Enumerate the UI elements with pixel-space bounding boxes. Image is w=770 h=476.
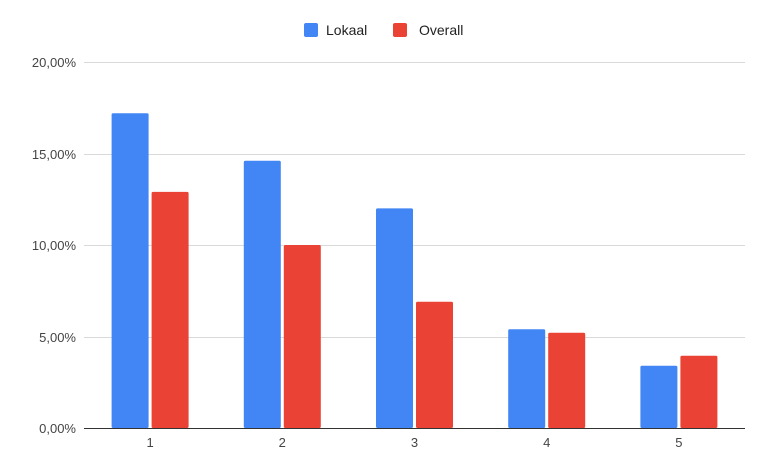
x-tick-label: 5 xyxy=(675,435,682,450)
bar-overall-1 xyxy=(151,191,189,428)
legend-label-lokaal: Lokaal xyxy=(326,22,367,38)
y-axis-ticks: 0,00% 5,00% 10,00% 15,00% 20,00% xyxy=(32,55,77,436)
bar-lokaal-4 xyxy=(508,329,546,428)
bar-overall-2 xyxy=(283,245,321,428)
bar-overall-5 xyxy=(680,355,718,428)
legend: Lokaal Overall xyxy=(304,22,463,38)
bar-lokaal-3 xyxy=(376,208,413,428)
bar-overall-3 xyxy=(416,301,453,428)
y-tick-label: 10,00% xyxy=(32,238,77,253)
bar-lokaal-5 xyxy=(640,365,678,428)
y-tick-label: 5,00% xyxy=(39,330,76,345)
y-tick-label: 15,00% xyxy=(32,147,77,162)
x-tick-label: 4 xyxy=(543,435,550,450)
x-axis-ticks: 1 2 3 4 5 xyxy=(146,435,682,450)
legend-label-overall: Overall xyxy=(419,22,463,38)
legend-swatch-lokaal xyxy=(304,23,318,37)
gridlines xyxy=(84,62,745,338)
bar-lokaal-2 xyxy=(243,160,281,429)
x-tick-label: 1 xyxy=(146,435,153,450)
x-tick-label: 3 xyxy=(411,435,418,450)
y-tick-label: 20,00% xyxy=(32,55,77,70)
bar-lokaal-1 xyxy=(111,113,149,428)
bars xyxy=(111,113,718,429)
y-tick-label: 0,00% xyxy=(39,421,76,436)
legend-swatch-overall xyxy=(393,23,407,37)
bar-overall-4 xyxy=(548,332,586,428)
x-tick-label: 2 xyxy=(279,435,286,450)
